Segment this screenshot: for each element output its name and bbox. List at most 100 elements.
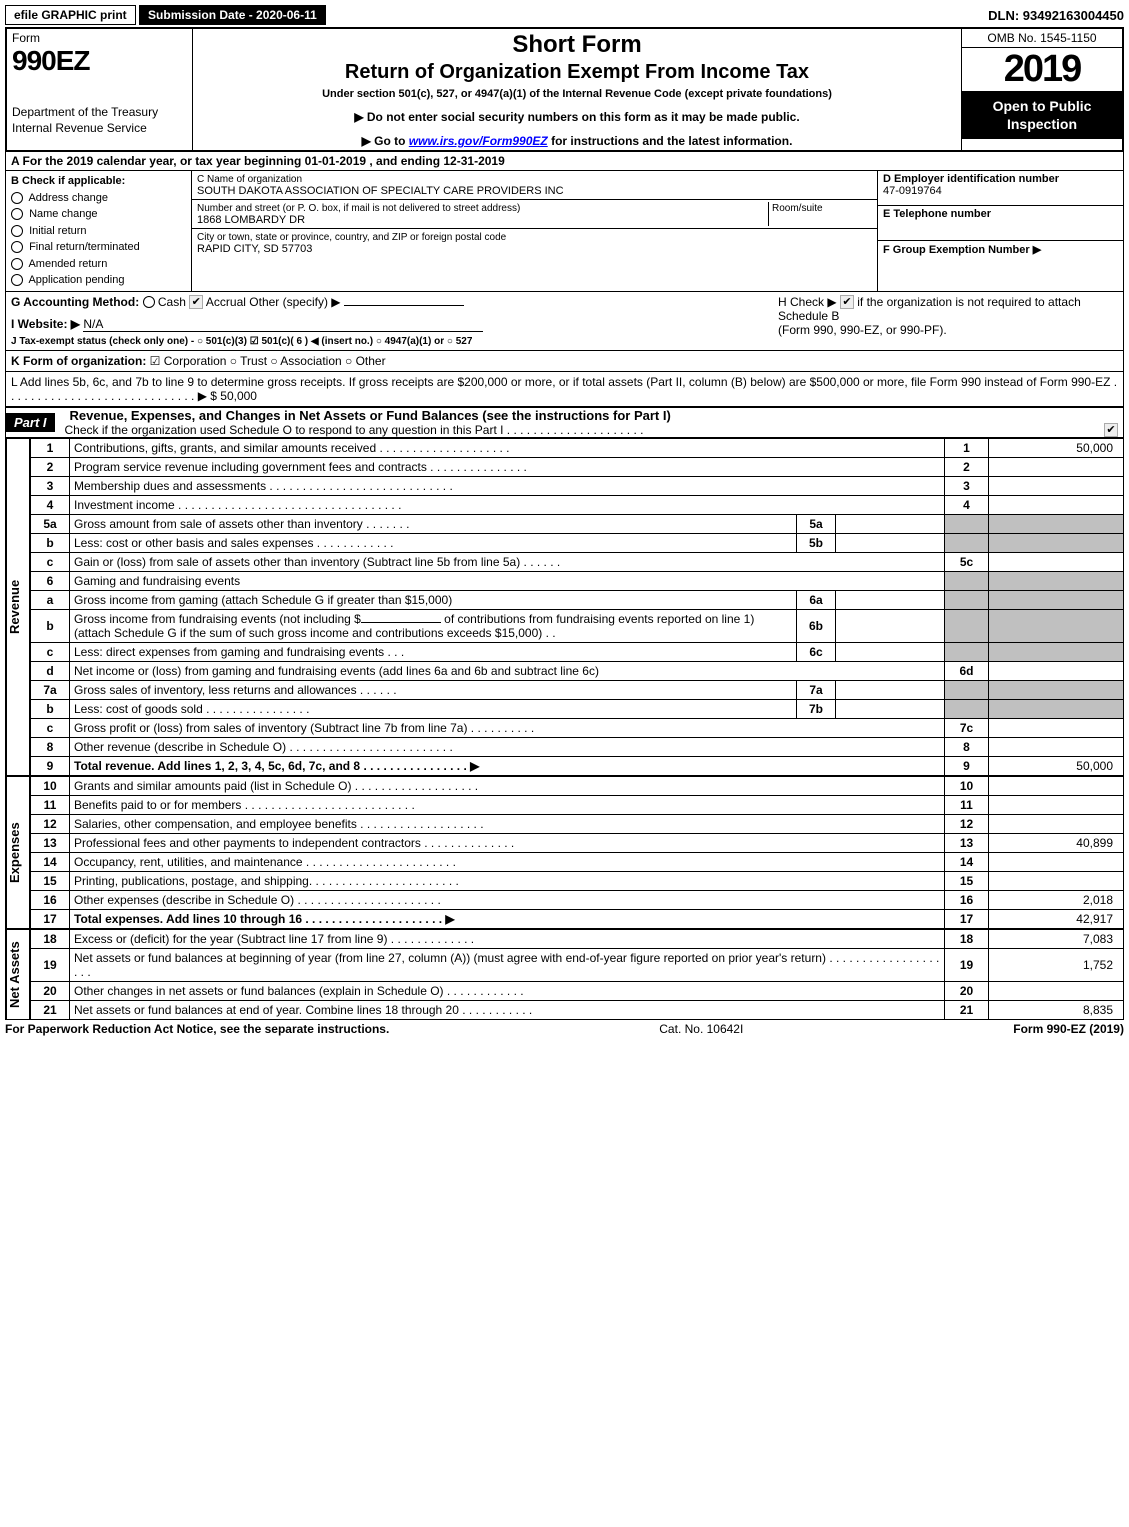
l4-desc: Investment income . . . . . . . . . . . … bbox=[70, 496, 945, 515]
h-check[interactable] bbox=[840, 295, 854, 309]
l13-desc: Professional fees and other payments to … bbox=[70, 834, 945, 853]
c-addr-label: Number and street (or P. O. box, if mail… bbox=[197, 203, 520, 214]
g-accrual-label: Accrual bbox=[206, 295, 246, 309]
check-address-change[interactable] bbox=[11, 192, 23, 204]
l4-num: 4 bbox=[31, 496, 70, 515]
l19-num: 19 bbox=[31, 949, 70, 982]
l5b-num: b bbox=[31, 534, 70, 553]
l3-desc: Membership dues and assessments . . . . … bbox=[70, 477, 945, 496]
g-accrual-check[interactable] bbox=[189, 295, 203, 309]
l18-num: 18 bbox=[31, 930, 70, 949]
l5a-val bbox=[836, 515, 945, 534]
l6-sh2 bbox=[989, 572, 1124, 591]
goto-pre: ▶ Go to bbox=[362, 134, 409, 148]
irs-link[interactable]: www.irs.gov/Form990EZ bbox=[409, 134, 548, 148]
l8-amt bbox=[989, 738, 1124, 757]
l6d-num: d bbox=[31, 662, 70, 681]
l5a-desc: Gross amount from sale of assets other t… bbox=[70, 515, 797, 534]
l5b-desc: Less: cost or other basis and sales expe… bbox=[70, 534, 797, 553]
l-text: L Add lines 5b, 6c, and 7b to line 9 to … bbox=[11, 375, 1117, 403]
l9-num: 9 bbox=[31, 757, 70, 776]
l7a-sh bbox=[945, 681, 989, 700]
l7c-amt bbox=[989, 719, 1124, 738]
l16-amt: 2,018 bbox=[989, 891, 1124, 910]
l1-amt: 50,000 bbox=[989, 439, 1124, 458]
l3-num: 3 bbox=[31, 477, 70, 496]
l20-amt bbox=[989, 982, 1124, 1001]
top-bar: efile GRAPHIC print Submission Date - 20… bbox=[5, 5, 1124, 25]
l15-ln: 15 bbox=[945, 872, 989, 891]
l15-num: 15 bbox=[31, 872, 70, 891]
submission-date-button[interactable]: Submission Date - 2020-06-11 bbox=[139, 5, 326, 25]
check-amended[interactable] bbox=[11, 258, 23, 270]
expenses-vert-label: Expenses bbox=[6, 776, 30, 929]
line-l: L Add lines 5b, 6c, and 7b to line 9 to … bbox=[5, 372, 1124, 407]
l5a-num: 5a bbox=[31, 515, 70, 534]
l6d-amt bbox=[989, 662, 1124, 681]
label-initial-return: Initial return bbox=[29, 225, 86, 237]
l18-desc: Excess or (deficit) for the year (Subtra… bbox=[70, 930, 945, 949]
l7a-sh2 bbox=[989, 681, 1124, 700]
g-cash-check[interactable] bbox=[143, 296, 155, 308]
l7c-num: c bbox=[31, 719, 70, 738]
l5a-sh2 bbox=[989, 515, 1124, 534]
l11-ln: 11 bbox=[945, 796, 989, 815]
l5b-val bbox=[836, 534, 945, 553]
footer-right: Form 990-EZ (2019) bbox=[1013, 1022, 1124, 1036]
c-city-label: City or town, state or province, country… bbox=[197, 232, 506, 243]
d-ein-label: D Employer identification number bbox=[883, 173, 1059, 185]
l2-ln: 2 bbox=[945, 458, 989, 477]
l3-ln: 3 bbox=[945, 477, 989, 496]
l11-desc: Benefits paid to or for members . . . . … bbox=[70, 796, 945, 815]
l10-ln: 10 bbox=[945, 777, 989, 796]
l16-ln: 16 bbox=[945, 891, 989, 910]
l19-desc: Net assets or fund balances at beginning… bbox=[70, 949, 945, 982]
l7a-desc: Gross sales of inventory, less returns a… bbox=[70, 681, 797, 700]
l20-ln: 20 bbox=[945, 982, 989, 1001]
label-name-change: Name change bbox=[29, 208, 98, 220]
l8-ln: 8 bbox=[945, 738, 989, 757]
l14-desc: Occupancy, rent, utilities, and maintena… bbox=[70, 853, 945, 872]
d-ein-value: 47-0919764 bbox=[883, 185, 942, 197]
form-label: Form bbox=[12, 31, 187, 45]
check-application-pending[interactable] bbox=[11, 274, 23, 286]
l6b-desc: Gross income from fundraising events (no… bbox=[70, 610, 797, 643]
l10-desc: Grants and similar amounts paid (list in… bbox=[70, 777, 945, 796]
check-final-return[interactable] bbox=[11, 241, 23, 253]
form-header: Form 990EZ Department of the Treasury In… bbox=[5, 27, 1124, 152]
netassets-section: Net Assets 18Excess or (deficit) for the… bbox=[5, 929, 1124, 1020]
form-number: 990EZ bbox=[12, 45, 187, 77]
netassets-vert-label: Net Assets bbox=[6, 929, 30, 1020]
dept-treasury: Department of the Treasury bbox=[12, 105, 158, 119]
label-amended: Amended return bbox=[28, 258, 107, 270]
l7b-sh2 bbox=[989, 700, 1124, 719]
lines-ghi: G Accounting Method: Cash Accrual Other … bbox=[5, 292, 1124, 352]
label-app-pending: Application pending bbox=[28, 274, 124, 286]
check-initial-return[interactable] bbox=[11, 225, 23, 237]
org-name: SOUTH DAKOTA ASSOCIATION OF SPECIALTY CA… bbox=[197, 185, 564, 197]
l5c-desc: Gain or (loss) from sale of assets other… bbox=[70, 553, 945, 572]
part1-header-row: Part I Revenue, Expenses, and Changes in… bbox=[5, 407, 1124, 438]
l13-num: 13 bbox=[31, 834, 70, 853]
l20-num: 20 bbox=[31, 982, 70, 1001]
open-inspection: Open to Public Inspection bbox=[962, 91, 1122, 139]
l18-amt: 7,083 bbox=[989, 930, 1124, 949]
check-name-change[interactable] bbox=[11, 208, 23, 220]
l19-ln: 19 bbox=[945, 949, 989, 982]
l15-amt bbox=[989, 872, 1124, 891]
l6c-val bbox=[836, 643, 945, 662]
l1-ln: 1 bbox=[945, 439, 989, 458]
info-box: B Check if applicable: Address change Na… bbox=[5, 171, 1124, 292]
efile-print-button[interactable]: efile GRAPHIC print bbox=[5, 5, 136, 25]
l9-desc: Total revenue. Add lines 1, 2, 3, 4, 5c,… bbox=[70, 757, 945, 776]
l6c-desc: Less: direct expenses from gaming and fu… bbox=[70, 643, 797, 662]
l5b-sub: 5b bbox=[797, 534, 836, 553]
l11-num: 11 bbox=[31, 796, 70, 815]
l7b-sh bbox=[945, 700, 989, 719]
l21-num: 21 bbox=[31, 1001, 70, 1020]
i-website-label: I Website: ▶ bbox=[11, 317, 80, 331]
part1-check[interactable] bbox=[1104, 423, 1118, 437]
l7b-val bbox=[836, 700, 945, 719]
under-section: Under section 501(c), 527, or 4947(a)(1)… bbox=[198, 88, 956, 100]
l6c-sh2 bbox=[989, 643, 1124, 662]
